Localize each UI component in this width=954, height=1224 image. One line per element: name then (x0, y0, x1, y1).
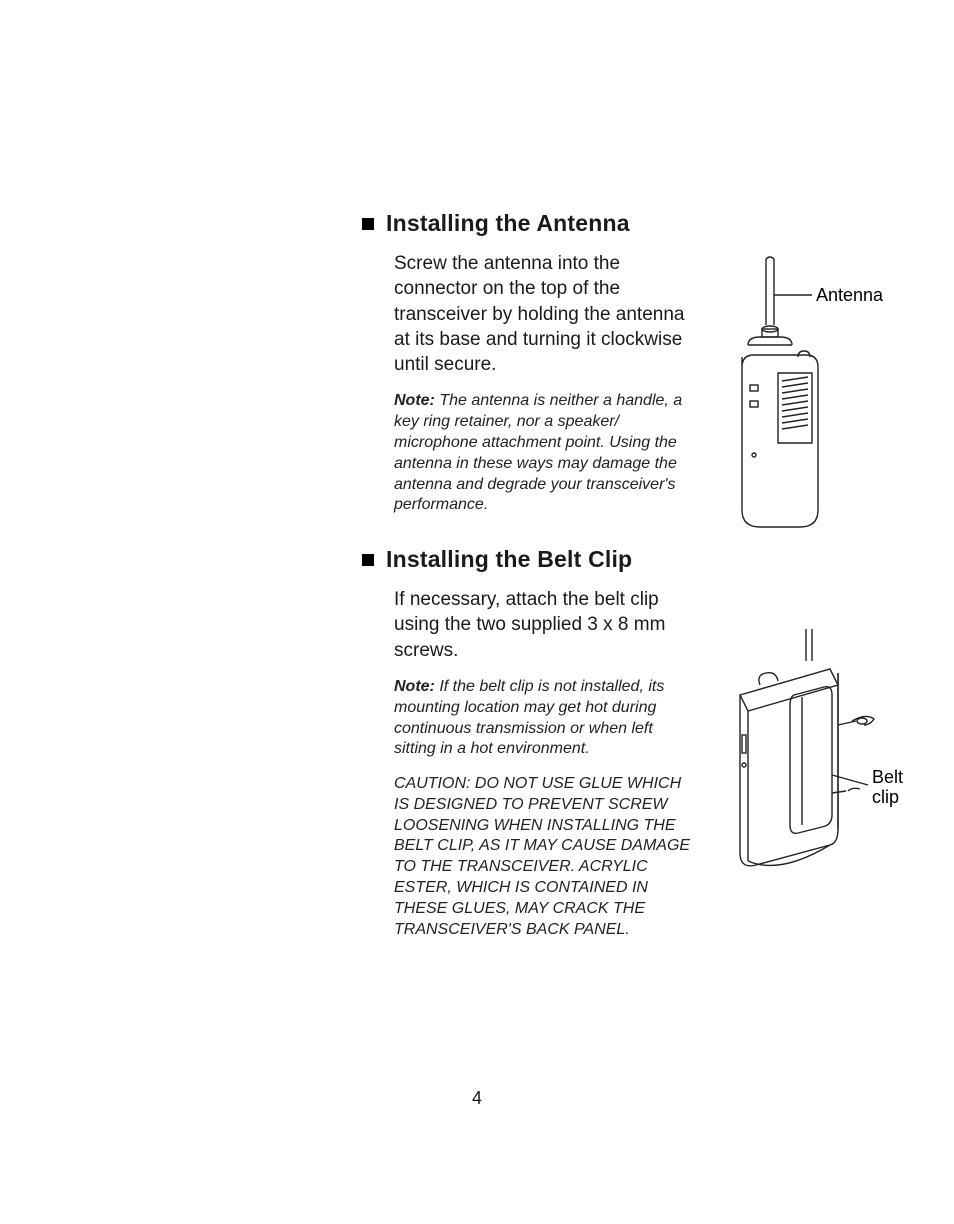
note-lead: Note: (394, 392, 435, 409)
note-text: If the belt clip is not installed, its m… (394, 678, 664, 757)
bullet-square-icon (362, 554, 374, 566)
bullet-square-icon (362, 218, 374, 230)
note-lead: Note: (394, 678, 435, 695)
heading-row: Installing the Antenna (362, 210, 894, 237)
body-beltclip: If necessary, attach the belt clip using… (394, 587, 694, 663)
heading-antenna: Installing the Antenna (386, 210, 630, 237)
beltclip-diagram-icon: Belt clip (720, 625, 940, 885)
body-antenna: Screw the antenna into the connector on … (394, 251, 694, 377)
note-beltclip: Note: If the belt clip is not installed,… (394, 677, 694, 760)
manual-page: Installing the Antenna Screw the antenna… (0, 0, 954, 1224)
heading-row: Installing the Belt Clip (362, 546, 894, 573)
caution-lead: CAUTION: (394, 775, 470, 792)
page-number: 4 (0, 1088, 954, 1109)
callout-beltclip-2: clip (872, 787, 899, 807)
antenna-diagram-icon: Antenna (720, 255, 920, 545)
callout-antenna: Antenna (816, 285, 884, 305)
note-antenna: Note: The antenna is neither a handle, a… (394, 391, 694, 516)
note-text: The antenna is neither a handle, a key r… (394, 392, 682, 513)
caution-text: DO NOT USE GLUE WHICH IS DESIGNED TO PRE… (394, 775, 690, 938)
callout-beltclip-1: Belt (872, 767, 903, 787)
heading-beltclip: Installing the Belt Clip (386, 546, 632, 573)
illustration-beltclip: Belt clip (720, 625, 940, 890)
caution-beltclip: CAUTION: DO NOT USE GLUE WHICH IS DESIGN… (394, 774, 694, 940)
illustration-antenna: Antenna (720, 255, 920, 550)
